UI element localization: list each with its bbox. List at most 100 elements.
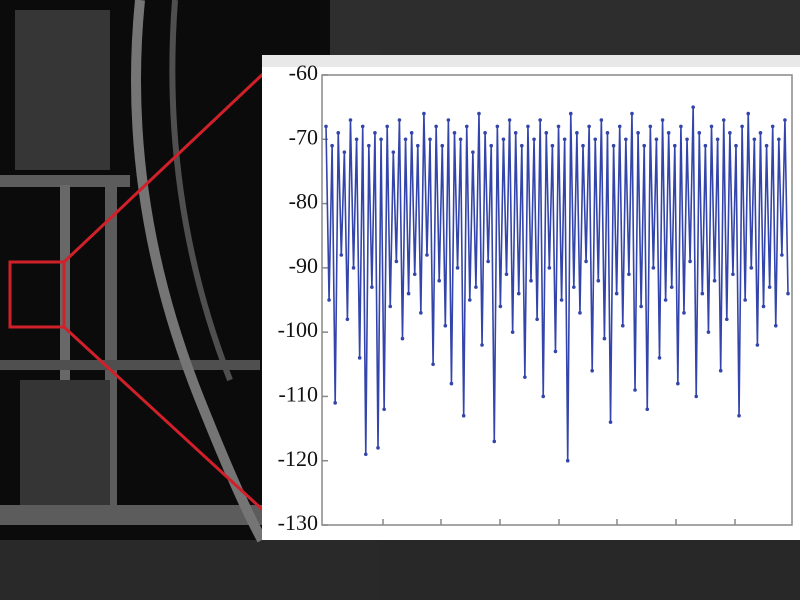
point [333, 401, 337, 405]
point [654, 137, 659, 142]
point [520, 143, 524, 148]
point [373, 131, 377, 135]
point [746, 111, 751, 116]
point [345, 317, 350, 322]
point [492, 439, 497, 444]
point [590, 368, 594, 373]
point [575, 131, 579, 135]
point [614, 291, 619, 296]
point [510, 330, 515, 334]
point [394, 259, 399, 264]
point [718, 368, 723, 373]
point [425, 253, 429, 257]
point [642, 143, 646, 148]
point [370, 285, 374, 289]
point [581, 143, 585, 148]
point [593, 137, 598, 142]
point [382, 407, 386, 412]
point [605, 131, 610, 135]
point [734, 143, 738, 148]
point [422, 111, 426, 116]
y-tick-label: -110 [278, 381, 318, 406]
point [529, 278, 533, 283]
point [523, 375, 527, 379]
point [602, 336, 607, 341]
point [624, 137, 628, 142]
point [679, 124, 683, 129]
point [348, 118, 353, 122]
point [526, 124, 530, 129]
point [752, 137, 757, 142]
inset-header [262, 55, 800, 67]
point [755, 343, 760, 347]
point [391, 150, 396, 154]
point [645, 407, 650, 412]
point [483, 131, 487, 135]
point [376, 446, 380, 450]
point [725, 317, 729, 322]
point [357, 356, 362, 360]
point [731, 272, 735, 277]
plot-frame [321, 74, 793, 526]
y-tick-label: -70 [289, 124, 318, 149]
point [489, 143, 494, 148]
point [516, 291, 521, 296]
point [740, 124, 744, 129]
point [471, 150, 475, 154]
plot: -130 -120 -110 -100 -90 -80 -70 -60 [278, 60, 790, 535]
point [767, 285, 772, 289]
point [715, 137, 720, 142]
point [608, 420, 613, 424]
y-tick-label: -90 [289, 253, 318, 278]
point [464, 124, 469, 129]
point [556, 124, 561, 129]
point [541, 394, 546, 399]
point [434, 124, 438, 129]
point [486, 259, 490, 264]
point [737, 413, 741, 418]
point [388, 304, 393, 309]
point [406, 291, 411, 296]
point [572, 285, 576, 289]
point [669, 285, 674, 289]
point [538, 118, 542, 122]
point [721, 118, 726, 122]
point [339, 253, 344, 257]
point [474, 285, 478, 289]
point [712, 278, 717, 283]
point [385, 124, 389, 129]
point [709, 124, 714, 129]
point [657, 356, 662, 360]
point [636, 131, 640, 135]
x-tick-marks [382, 519, 736, 525]
point [694, 394, 699, 399]
point [568, 111, 573, 116]
point [547, 266, 552, 270]
point [761, 304, 766, 309]
point [409, 131, 414, 135]
point [553, 349, 558, 354]
point [630, 111, 634, 116]
point [428, 137, 432, 142]
point [620, 323, 625, 328]
point [672, 143, 677, 148]
point [565, 458, 570, 463]
y-tick-label: -130 [278, 510, 318, 535]
point [415, 143, 420, 148]
point [440, 143, 445, 148]
point [431, 362, 435, 367]
point [477, 111, 481, 116]
point [437, 278, 442, 283]
point [452, 131, 457, 135]
point [786, 291, 790, 296]
point [660, 118, 665, 122]
point [697, 131, 702, 135]
point [342, 150, 347, 154]
point [480, 343, 484, 347]
point [758, 131, 763, 135]
point [639, 304, 643, 309]
point [703, 143, 708, 148]
point [691, 105, 695, 109]
point [599, 118, 604, 122]
